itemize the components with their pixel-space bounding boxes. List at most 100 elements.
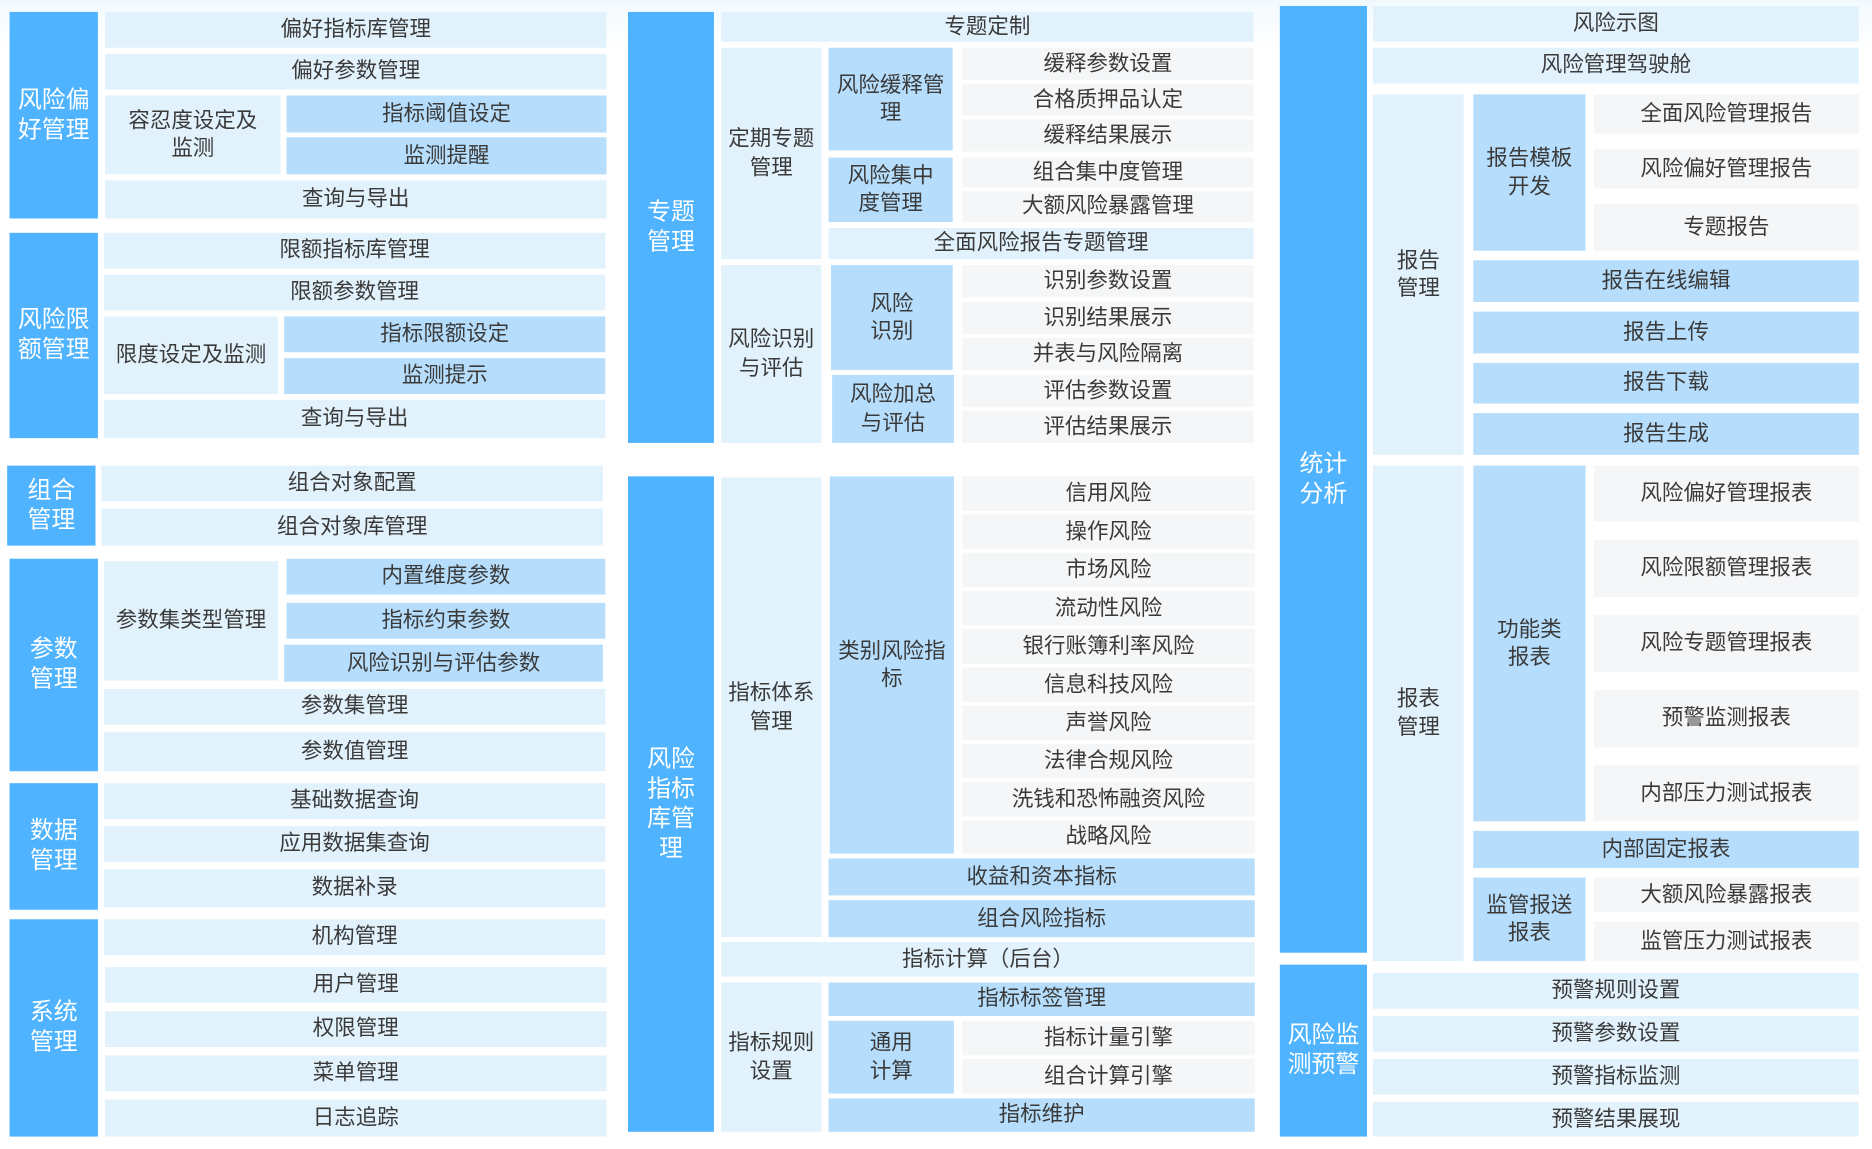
item-topic-report[interactable]: 专题报告 [1593,204,1859,251]
item-mitigation-params[interactable]: 缓释参数设置 [962,47,1254,80]
item-income-capital[interactable]: 收益和资本指标 [828,858,1255,896]
item-strategic-risk[interactable]: 战略风险 [962,820,1255,854]
item-category-indicators[interactable]: 类别风险指标 [829,476,954,854]
item-monitor-alert[interactable]: 监测提醒 [286,137,607,175]
item-portfolio-concentration[interactable]: 组合集中度管理 [962,157,1254,188]
item-risk-identify-params[interactable]: 风险识别与评估参数 [284,644,603,682]
item-regulatory-sheets[interactable]: 监管报送报表 [1473,877,1586,962]
item-indicator-tag[interactable]: 指标标签管理 [828,982,1255,1016]
item-portfolio-risk-indicator[interactable]: 组合风险指标 [828,900,1255,938]
item-measure-engine[interactable]: 指标计量引擎 [962,1020,1255,1056]
module-system[interactable]: 系统管理 [9,919,98,1137]
item-reputation-risk[interactable]: 声誉风险 [962,705,1255,741]
item-limit-sheet[interactable]: 风险限额管理报表 [1593,539,1859,597]
item-identify-assess[interactable]: 风险识别与评估 [721,265,822,443]
item-limit-params[interactable]: 限额参数管理 [103,274,606,311]
item-operational-risk[interactable]: 操作风险 [962,514,1255,550]
module-risk-warning[interactable]: 风险监测预警 [1279,964,1367,1137]
item-appetite-sheet[interactable]: 风险偏好管理报表 [1593,465,1859,522]
item-indicator-limit-setting[interactable]: 指标限额设定 [284,316,606,353]
item-app-dataset-query[interactable]: 应用数据集查询 [103,826,606,862]
module-statistics[interactable]: 统计分析 [1279,5,1367,953]
item-paramset-mgmt[interactable]: 参数集管理 [103,688,606,725]
item-report-generate[interactable]: 报告生成 [1473,413,1859,455]
item-risk-chart[interactable]: 风险示图 [1372,5,1859,42]
item-sheet-mgmt[interactable]: 报表管理 [1372,465,1464,962]
item-appetite-query-export[interactable]: 查询与导出 [105,180,607,219]
item-aml-risk[interactable]: 洗钱和恐怖融资风险 [962,781,1255,817]
item-indicator-maintain[interactable]: 指标维护 [828,1098,1255,1132]
item-full-report-topic[interactable]: 全面风险报告专题管理 [828,228,1254,260]
item-threshold-setting[interactable]: 指标阈值设定 [286,95,607,133]
item-indicator-calc[interactable]: 指标计算（后台） [721,941,1255,977]
item-user-mgmt[interactable]: 用户管理 [105,967,607,1003]
item-collateral[interactable]: 合格质押品认定 [962,83,1254,116]
module-params[interactable]: 参数管理 [9,558,98,772]
item-cockpit[interactable]: 风险管理驾驶舱 [1372,47,1859,84]
item-permission-mgmt[interactable]: 权限管理 [105,1011,607,1048]
item-large-exposure-sheet[interactable]: 大额风险暴露报表 [1593,877,1859,913]
item-paramvalue-mgmt[interactable]: 参数值管理 [103,731,606,772]
item-periodic-topic[interactable]: 定期专题管理 [721,47,822,260]
item-warning-rules[interactable]: 预警规则设置 [1372,973,1859,1009]
module-indicator-lib[interactable]: 风险指标库管理 [627,476,714,1132]
item-basic-data-query[interactable]: 基础数据查询 [103,783,606,820]
item-consolidation[interactable]: 并表与风险隔离 [962,337,1254,371]
item-compliance-risk[interactable]: 法律合规风险 [962,743,1255,779]
item-concentration[interactable]: 风险集中度管理 [828,157,953,223]
module-portfolio[interactable]: 组合管理 [7,465,96,546]
item-credit-risk[interactable]: 信用风险 [962,476,1255,511]
item-indicator-system[interactable]: 指标体系管理 [721,477,822,938]
item-regulatory-stress-sheet[interactable]: 监管压力测试报表 [1593,921,1859,962]
item-mitigation-result[interactable]: 缓释结果展示 [962,119,1254,152]
item-warning-results[interactable]: 预警结果展现 [1372,1101,1859,1137]
item-internal-fixed-sheet[interactable]: 内部固定报表 [1473,830,1859,868]
item-report-mgmt[interactable]: 报告管理 [1372,94,1464,455]
item-report-template[interactable]: 报告模板开发 [1473,94,1586,251]
item-liquidity-risk[interactable]: 流动性风险 [962,590,1255,626]
item-identify-result[interactable]: 识别结果展示 [962,302,1254,335]
item-builtin-dimension[interactable]: 内置维度参数 [286,558,606,595]
item-it-risk[interactable]: 信息科技风险 [962,667,1255,703]
item-limit-query-export[interactable]: 查询与导出 [103,399,606,439]
module-topic[interactable]: 专题管理 [627,11,714,443]
item-appetite-report[interactable]: 风险偏好管理报告 [1593,149,1859,189]
item-portfolio-config[interactable]: 组合对象配置 [101,465,603,502]
item-warning-monitor[interactable]: 预警指标监测 [1372,1058,1859,1095]
item-assess-result[interactable]: 评估结果展示 [962,410,1254,443]
item-monitor-prompt[interactable]: 监测提示 [284,358,606,394]
item-large-exposure[interactable]: 大额风险暴露管理 [962,191,1254,223]
item-limit-setting-monitor[interactable]: 限度设定及监测 [103,316,279,394]
item-mitigation[interactable]: 风险缓释管理 [828,47,953,151]
item-tolerance-monitor[interactable]: 容忍度设定及监测 [105,95,281,175]
item-irrbb[interactable]: 银行账簿利率风险 [962,629,1255,664]
item-functional-sheets[interactable]: 功能类报表 [1473,465,1586,822]
module-data[interactable]: 数据管理 [9,783,98,910]
item-log-trace[interactable]: 日志追踪 [105,1099,607,1137]
item-full-risk-report[interactable]: 全面风险管理报告 [1593,94,1859,134]
item-indicator-constraint[interactable]: 指标约束参数 [286,602,606,639]
item-topic-custom[interactable]: 专题定制 [721,11,1254,42]
module-risk-appetite[interactable]: 风险偏好管理 [9,11,98,219]
item-org-mgmt[interactable]: 机构管理 [103,919,606,956]
item-warning-sheet[interactable]: 预警监测报表 [1593,690,1859,748]
item-report-upload[interactable]: 报告上传 [1473,311,1859,354]
item-report-online-edit[interactable]: 报告在线编辑 [1473,260,1859,303]
item-data-supplement[interactable]: 数据补录 [103,869,606,908]
item-paramset-type[interactable]: 参数集类型管理 [103,561,279,681]
item-risk-identify[interactable]: 风险识别 [830,265,953,371]
item-identify-params[interactable]: 识别参数设置 [962,265,1254,298]
item-aggregate-assess[interactable]: 风险加总与评估 [832,374,954,443]
item-appetite-params[interactable]: 偏好参数管理 [105,53,607,90]
item-portfolio-lib[interactable]: 组合对象库管理 [101,508,603,546]
item-report-download[interactable]: 报告下载 [1473,362,1859,404]
module-risk-limit[interactable]: 风险限额管理 [9,232,98,439]
item-stress-test-sheet[interactable]: 内部压力测试报表 [1593,765,1859,822]
item-menu-mgmt[interactable]: 菜单管理 [105,1055,607,1092]
item-limit-indicator-lib[interactable]: 限额指标库管理 [103,232,606,269]
item-indicator-rules[interactable]: 指标规则设置 [721,982,822,1132]
item-warning-params[interactable]: 预警参数设置 [1372,1015,1859,1052]
item-topic-sheet[interactable]: 风险专题管理报表 [1593,614,1859,673]
item-general-calc[interactable]: 通用计算 [828,1020,954,1094]
item-appetite-indicator-lib[interactable]: 偏好指标库管理 [105,11,607,48]
